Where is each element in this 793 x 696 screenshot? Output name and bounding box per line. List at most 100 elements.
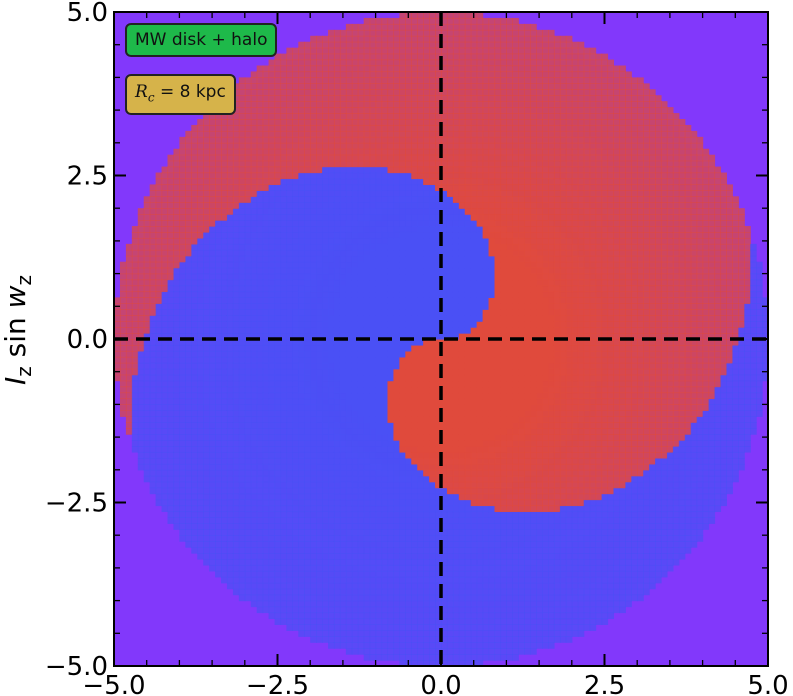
heatmap-cell bbox=[274, 422, 282, 429]
heatmap-cell bbox=[256, 553, 264, 560]
heatmap-cell bbox=[244, 440, 252, 447]
heatmap-cell bbox=[369, 101, 377, 108]
heatmap-cell bbox=[381, 249, 389, 257]
heatmap-cell bbox=[125, 374, 133, 382]
heatmap-cell bbox=[351, 136, 359, 144]
heatmap-cell bbox=[393, 451, 400, 459]
heatmap-cell bbox=[244, 249, 252, 257]
heatmap-cell bbox=[232, 440, 240, 447]
heatmap-cell bbox=[256, 339, 264, 346]
heatmap-cell bbox=[387, 59, 395, 67]
heatmap-cell bbox=[446, 71, 454, 78]
heatmap-cell bbox=[256, 107, 264, 114]
heatmap-cell bbox=[292, 249, 299, 257]
heatmap-cell bbox=[387, 41, 395, 49]
heatmap-cell bbox=[292, 47, 299, 55]
heatmap-cell bbox=[185, 529, 192, 536]
heatmap-cell bbox=[197, 475, 204, 483]
heatmap-cell bbox=[203, 124, 210, 132]
heatmap-cell bbox=[274, 107, 282, 114]
heatmap-cell bbox=[393, 564, 400, 572]
heatmap-cell bbox=[226, 374, 234, 382]
heatmap-cell bbox=[280, 273, 288, 281]
heatmap-cell bbox=[268, 327, 276, 334]
heatmap-cell bbox=[381, 428, 389, 435]
heatmap-cell bbox=[435, 142, 442, 150]
heatmap-cell bbox=[286, 570, 293, 578]
heatmap-cell bbox=[304, 130, 311, 138]
heatmap-cell bbox=[250, 362, 258, 370]
heatmap-cell bbox=[256, 148, 264, 156]
heatmap-cell bbox=[167, 386, 175, 394]
heatmap-cell bbox=[387, 339, 395, 346]
heatmap-cell bbox=[262, 190, 270, 197]
heatmap-cell bbox=[185, 487, 192, 495]
heatmap-cell bbox=[262, 101, 270, 108]
heatmap-cell bbox=[226, 237, 234, 245]
heatmap-cell bbox=[137, 333, 145, 340]
heatmap-cell bbox=[333, 237, 341, 245]
heatmap-cell bbox=[250, 267, 258, 275]
heatmap-cell bbox=[244, 428, 252, 435]
heatmap-cell bbox=[435, 178, 442, 186]
heatmap-cell bbox=[155, 220, 163, 227]
heatmap-cell bbox=[399, 386, 406, 394]
heatmap-cell bbox=[203, 243, 210, 251]
heatmap-cell bbox=[417, 142, 424, 150]
heatmap-cell bbox=[435, 481, 442, 489]
heatmap-cell bbox=[328, 333, 335, 340]
heatmap-cell bbox=[446, 53, 454, 61]
heatmap-cell bbox=[244, 582, 252, 590]
heatmap-cell bbox=[262, 451, 270, 459]
heatmap-cell bbox=[232, 297, 240, 304]
heatmap-cell bbox=[221, 214, 228, 221]
heatmap-cell bbox=[292, 582, 299, 590]
heatmap-cell bbox=[226, 553, 234, 560]
heatmap-cell bbox=[369, 83, 377, 90]
heatmap-cell bbox=[369, 630, 377, 637]
heatmap-cell bbox=[446, 333, 454, 340]
heatmap-cell bbox=[405, 291, 412, 298]
heatmap-cell bbox=[363, 386, 371, 394]
heatmap-cell bbox=[417, 321, 424, 328]
heatmap-cell bbox=[446, 356, 454, 364]
heatmap-cell bbox=[262, 404, 270, 411]
heatmap-cell bbox=[399, 154, 406, 162]
heatmap-cell bbox=[417, 267, 424, 275]
heatmap-cell bbox=[387, 594, 395, 602]
heatmap-cell bbox=[446, 29, 454, 37]
heatmap-cell bbox=[238, 220, 246, 227]
heatmap-cell bbox=[429, 434, 436, 441]
heatmap-cell bbox=[161, 457, 169, 465]
heatmap-cell bbox=[143, 344, 151, 352]
heatmap-cell bbox=[393, 71, 400, 78]
heatmap-cell bbox=[339, 208, 347, 215]
heatmap-cell bbox=[268, 469, 276, 477]
heatmap-cell bbox=[417, 184, 424, 191]
heatmap-cell bbox=[161, 434, 169, 441]
heatmap-cell bbox=[429, 53, 436, 61]
heatmap-cell bbox=[316, 65, 323, 73]
heatmap-cell bbox=[304, 231, 311, 239]
heatmap-cell bbox=[339, 107, 347, 114]
heatmap-cell bbox=[345, 226, 353, 233]
heatmap-cell bbox=[375, 202, 383, 209]
heatmap-cell bbox=[310, 481, 317, 489]
heatmap-cell bbox=[262, 493, 270, 501]
heatmap-cell bbox=[256, 184, 264, 191]
heatmap-cell bbox=[262, 327, 270, 334]
heatmap-cell bbox=[393, 321, 400, 328]
heatmap-cell bbox=[209, 463, 216, 471]
heatmap-cell bbox=[417, 523, 424, 530]
heatmap-cell bbox=[441, 499, 448, 507]
heatmap-cell bbox=[316, 291, 323, 298]
heatmap-cell bbox=[125, 309, 133, 316]
heatmap-cell bbox=[399, 440, 406, 447]
heatmap-cell bbox=[256, 231, 264, 239]
heatmap-cell bbox=[369, 410, 377, 417]
heatmap-cell bbox=[244, 529, 252, 536]
heatmap-cell bbox=[232, 309, 240, 316]
heatmap-cell bbox=[441, 558, 448, 566]
heatmap-cell bbox=[316, 416, 323, 423]
heatmap-cell bbox=[328, 487, 335, 495]
